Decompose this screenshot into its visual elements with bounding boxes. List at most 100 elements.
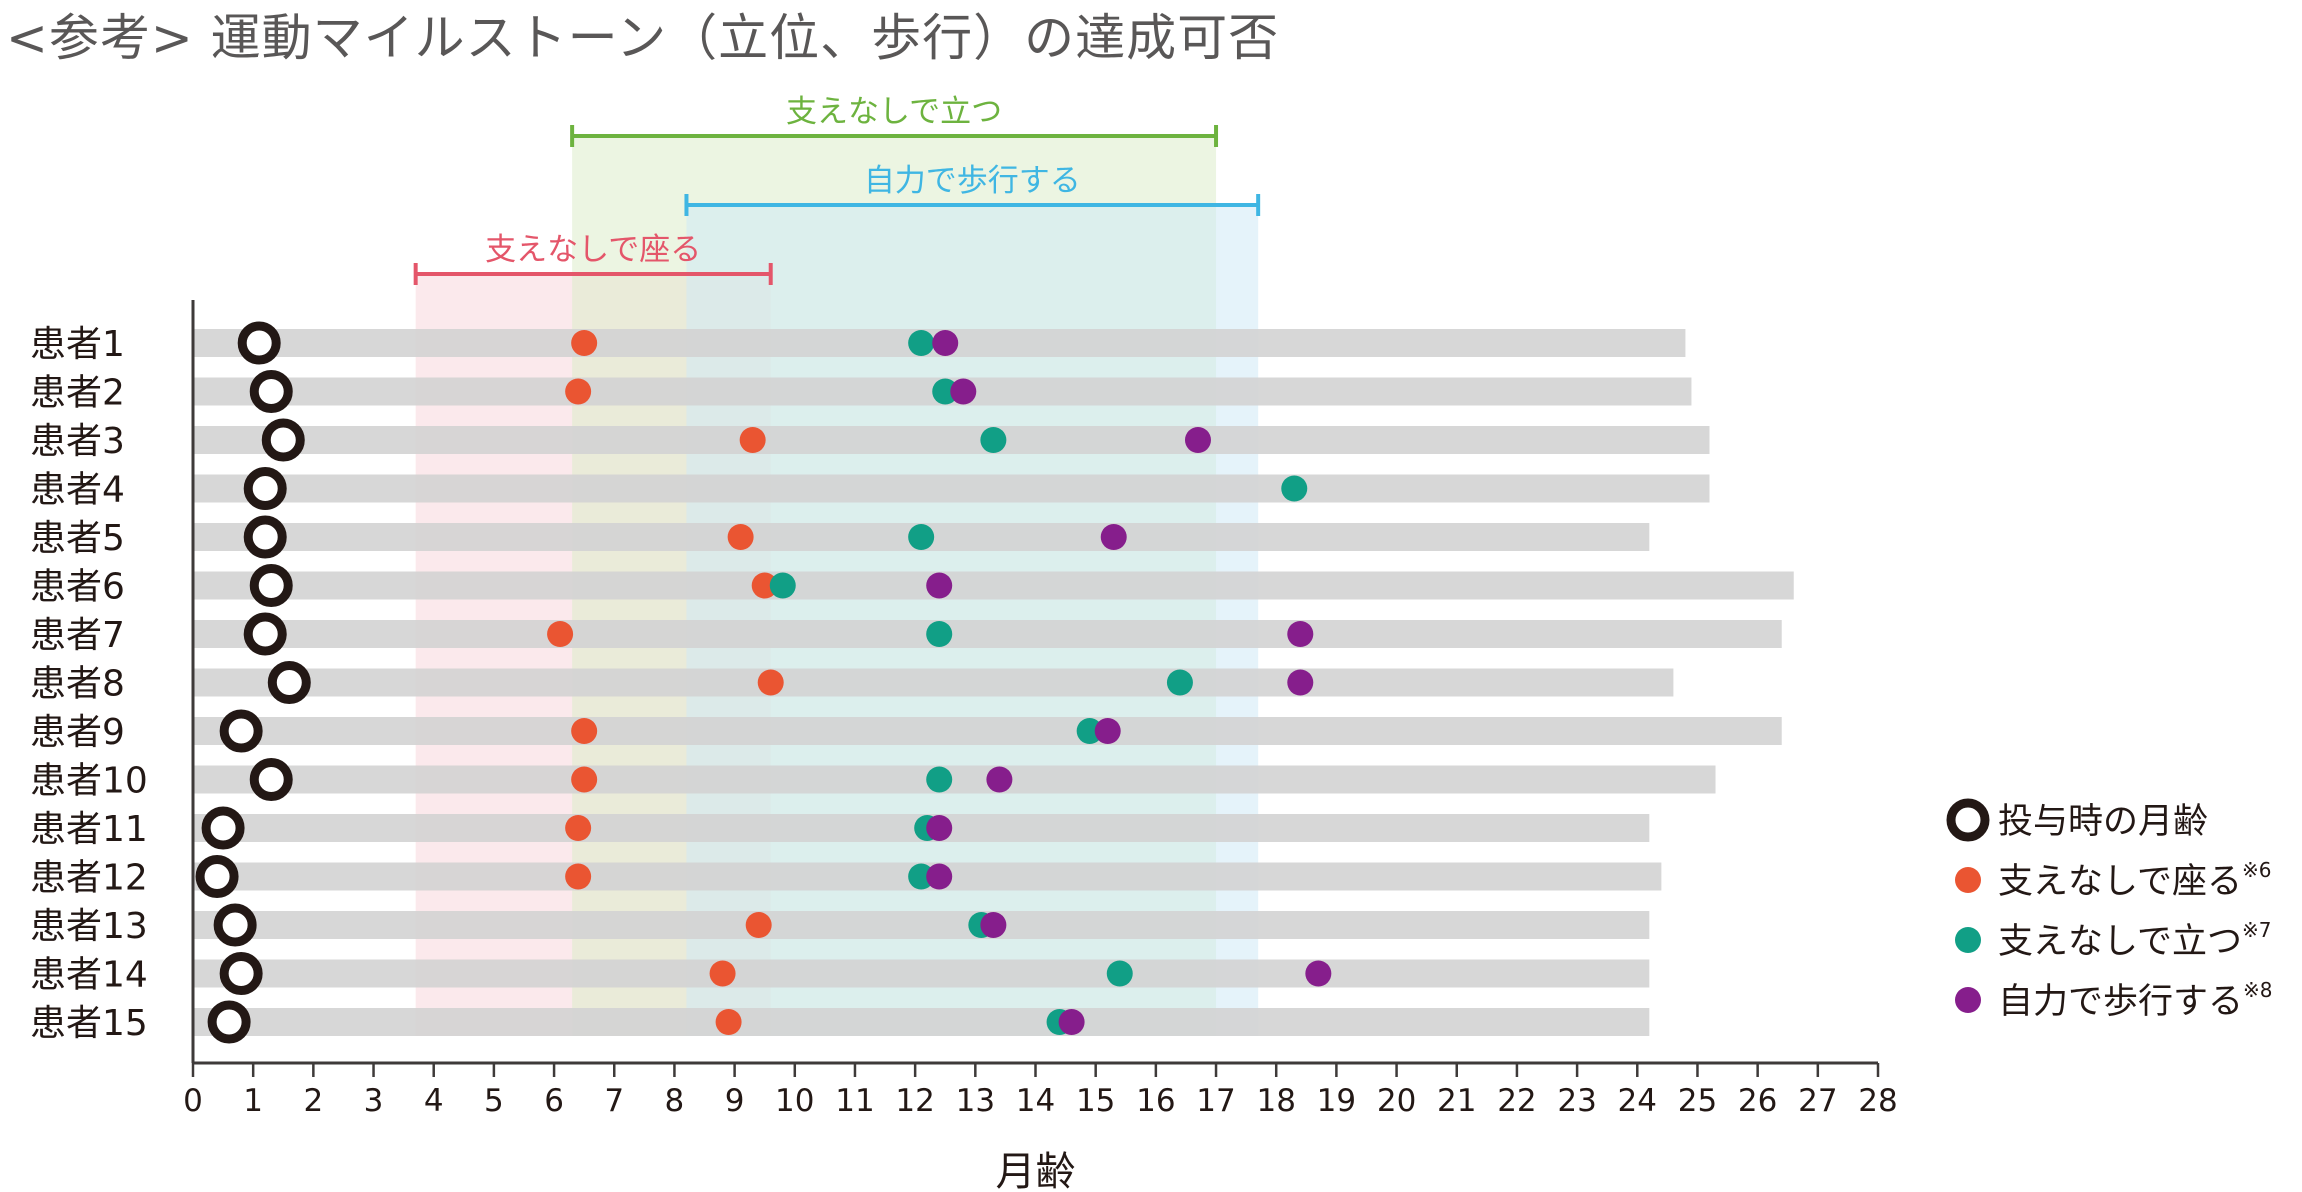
patient-bar	[193, 474, 1710, 503]
axes: 0 1 2 3 4 5 6 7 8 9 10 11 12 13 14 15 16 17 18 19 20 21 22 23 24…	[183, 300, 1898, 1192]
patient-bar	[193, 911, 1650, 939]
sit-point	[757, 669, 784, 696]
sit-point	[547, 621, 574, 647]
x-tick-label: 11	[835, 1083, 874, 1119]
page-title: <参考> 運動マイルストーン（立位、歩行）の達成可否	[6, 9, 1280, 67]
patient-bar	[193, 765, 1716, 794]
x-tick-label: 24	[1618, 1083, 1657, 1119]
legend-label: 自力で歩行する※8	[1998, 978, 2273, 1022]
stand-point	[1166, 669, 1193, 696]
x-tick-label: 10	[775, 1083, 814, 1119]
dose-point	[237, 321, 281, 365]
range-label: 支えなしで立つ	[786, 94, 1002, 130]
stand-point	[769, 572, 796, 599]
legend-label: 投与時の月齢	[1998, 802, 2208, 842]
range-label: 支えなしで座る	[485, 232, 701, 268]
walk-point	[1094, 718, 1121, 744]
legend-sit-marker	[1955, 867, 1981, 893]
x-tick-label: 0	[183, 1083, 203, 1119]
dose-point	[219, 709, 263, 753]
x-tick-label: 27	[1798, 1083, 1837, 1119]
patient-label: 患者15	[30, 1003, 148, 1044]
x-tick-label: 26	[1738, 1083, 1777, 1119]
legend-label: 支えなしで立つ※7	[1998, 918, 2271, 962]
dose-point	[243, 515, 287, 559]
x-tick-label: 12	[895, 1083, 934, 1119]
dose-point	[207, 1000, 251, 1044]
patient-bar	[193, 426, 1710, 454]
walk-point	[1184, 427, 1211, 453]
legend-dose-marker	[1946, 798, 1990, 842]
legend-note: ※6	[2242, 858, 2271, 882]
patient-bar	[193, 1008, 1650, 1036]
x-tick-label: 14	[1016, 1083, 1055, 1119]
x-tick-label: 4	[424, 1083, 444, 1119]
legend-note: ※8	[2243, 978, 2272, 1002]
dose-point	[249, 564, 293, 607]
patient-label: 患者7	[30, 615, 125, 656]
patient-label: 患者11	[30, 809, 148, 850]
legend-label: 支えなしで座る※6	[1998, 858, 2271, 902]
walk-point	[950, 378, 977, 405]
stand-point	[908, 524, 935, 550]
patient-label: 患者5	[30, 518, 125, 559]
walk-point	[1287, 621, 1314, 647]
sit-point	[571, 766, 598, 793]
x-tick-label: 15	[1076, 1083, 1115, 1119]
sit-point	[571, 718, 598, 744]
dose-point	[267, 661, 311, 704]
x-tick-label: 8	[665, 1083, 685, 1119]
stand-point	[1076, 718, 1103, 744]
stand-point	[926, 621, 953, 647]
legend-stand-marker	[1955, 927, 1981, 953]
patient-bar	[193, 668, 1674, 697]
patient-bar	[193, 959, 1650, 988]
walk-point	[1100, 524, 1127, 550]
x-tick-label: 16	[1136, 1083, 1175, 1119]
x-tick-label: 25	[1678, 1083, 1717, 1119]
x-tick-label: 7	[604, 1083, 624, 1119]
sit-point	[571, 330, 598, 356]
sit-point	[727, 524, 754, 550]
patient-bar	[193, 717, 1782, 745]
patient-label: 患者12	[30, 858, 148, 899]
dose-point	[243, 467, 287, 510]
walk-point	[1305, 960, 1332, 987]
patient-label: 患者13	[30, 906, 148, 947]
patient-label: 患者8	[30, 664, 125, 705]
x-tick-label: 18	[1256, 1083, 1295, 1119]
dose-point	[195, 855, 239, 898]
walk-point	[926, 572, 953, 599]
dose-point	[219, 952, 263, 995]
data-points	[195, 321, 1332, 1044]
patient-label: 患者14	[30, 955, 148, 996]
patient-label: 患者4	[30, 470, 125, 511]
walk-point	[932, 330, 959, 356]
sit-point	[739, 427, 766, 453]
x-tick-label: 6	[544, 1083, 564, 1119]
patient-label: 患者3	[30, 421, 125, 462]
patient-label: 患者1	[30, 324, 125, 365]
walk-point	[1058, 1009, 1085, 1035]
stand-point	[980, 427, 1007, 453]
walk-point	[980, 912, 1007, 938]
patient-bar	[193, 571, 1794, 600]
patient-label: 患者6	[30, 567, 125, 608]
legend-walk-marker	[1955, 987, 1981, 1013]
x-tick-label: 1	[243, 1083, 263, 1119]
stand-point	[908, 330, 935, 356]
walk-point	[926, 815, 953, 841]
dose-point	[261, 418, 305, 462]
x-tick-label: 5	[484, 1083, 504, 1119]
patient-label: 患者10	[30, 761, 148, 802]
stand-point	[908, 863, 935, 890]
x-tick-label: 13	[956, 1083, 995, 1119]
dose-point	[249, 370, 293, 413]
stand-point	[1281, 475, 1308, 502]
x-tick-label: 9	[725, 1083, 745, 1119]
sit-point	[745, 912, 772, 938]
x-axis-label: 月齢	[996, 1149, 1076, 1192]
